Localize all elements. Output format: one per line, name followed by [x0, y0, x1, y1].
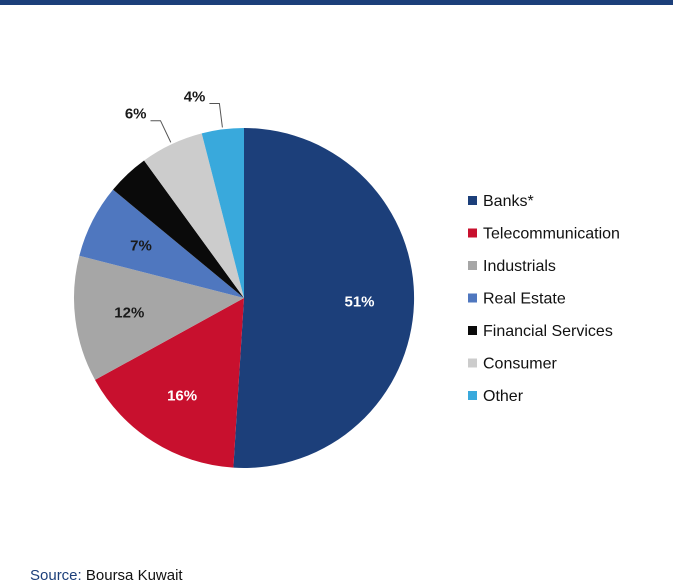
leader-line-other: [209, 103, 223, 128]
source-value: Boursa Kuwait: [85, 567, 183, 584]
legend-swatch-financial-services: [468, 326, 477, 335]
pie-slices: [73, 127, 415, 468]
pie-slice-real-estate: [79, 189, 244, 298]
source-label: Source:: [30, 567, 82, 584]
legend-label-financial-services: Financial Services: [483, 323, 613, 340]
pie-slice-telecommunication: [95, 298, 244, 468]
legend-swatch-consumer: [468, 358, 477, 368]
legend-label-industrials: Industrials: [483, 258, 556, 275]
legend-label-other: Other: [483, 388, 524, 405]
slice-label-industrials: 12%: [114, 305, 144, 322]
slice-label-telecommunication: 16%: [167, 388, 197, 405]
top-rule: [0, 0, 673, 5]
pie-slice-consumer: [144, 133, 244, 298]
pie-slice-banks: [233, 127, 415, 468]
legend-swatch-industrials: [468, 261, 477, 270]
legend-swatch-banks: [468, 196, 477, 205]
leader-lines: [150, 103, 223, 143]
pie-slice-financial-services: [113, 160, 244, 298]
legend-label-telecommunication: Telecommunication: [483, 226, 620, 243]
pie-slice-industrials: [73, 255, 244, 380]
legend-swatch-other: [468, 391, 477, 400]
source-note: Source: Boursa Kuwait: [30, 567, 183, 584]
legend: Banks* Telecommunication Industrials Real E…: [468, 193, 620, 405]
slice-label-other: 4%: [184, 89, 206, 106]
pie-slice-other: [201, 128, 244, 298]
legend-label-real-estate: Real Estate: [483, 291, 566, 308]
legend-swatch-real-estate: [468, 293, 477, 303]
slice-label-real-estate: 7%: [130, 238, 152, 255]
legend-label-banks: Banks*: [483, 193, 534, 210]
leader-line-consumer: [150, 120, 172, 143]
legend-swatch-telecommunication: [468, 228, 477, 238]
slice-label-consumer: 6%: [125, 106, 147, 123]
legend-label-consumer: Consumer: [483, 356, 557, 373]
slice-labels: 51% 16% 12% 7% 6% 4%: [114, 89, 374, 405]
slice-label-banks: 51%: [344, 294, 374, 311]
